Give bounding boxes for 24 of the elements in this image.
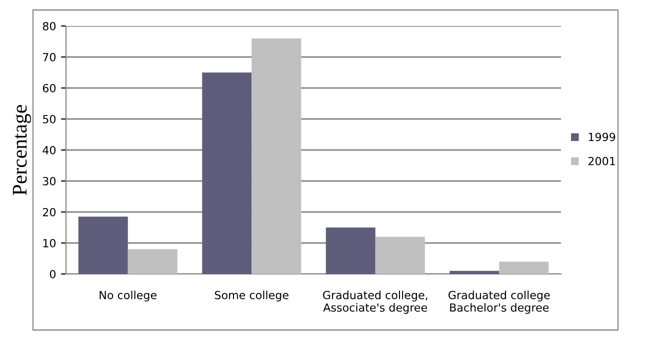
x-tick-label: Graduated college, Associate's degree bbox=[322, 290, 428, 314]
legend-label: 2001 bbox=[588, 156, 615, 166]
bar bbox=[499, 262, 549, 274]
bar bbox=[326, 228, 376, 274]
x-tick-label: Some college bbox=[214, 290, 288, 302]
bar bbox=[375, 236, 425, 274]
y-tick-label: 30 bbox=[42, 176, 56, 186]
bar bbox=[78, 216, 128, 274]
y-tick-label: 80 bbox=[42, 22, 56, 30]
x-tick-label: Graduated college Bachelor's degree bbox=[448, 290, 550, 314]
y-tick-label: 10 bbox=[43, 238, 56, 248]
y-axis-title: Percentage bbox=[12, 105, 32, 196]
y-tick-label: 40 bbox=[42, 146, 56, 154]
y-tick-label: 60 bbox=[42, 84, 56, 92]
legend-label: 1999 bbox=[588, 132, 616, 142]
bar bbox=[252, 38, 302, 274]
x-tick-label: No college bbox=[100, 290, 157, 302]
y-tick-label: 70 bbox=[43, 52, 56, 62]
bar bbox=[202, 72, 252, 274]
bar bbox=[450, 270, 500, 274]
y-tick-label: 0 bbox=[50, 270, 56, 278]
bar bbox=[128, 249, 178, 274]
y-tick-label: 50 bbox=[42, 114, 56, 124]
y-tick-label: 20 bbox=[42, 208, 56, 216]
